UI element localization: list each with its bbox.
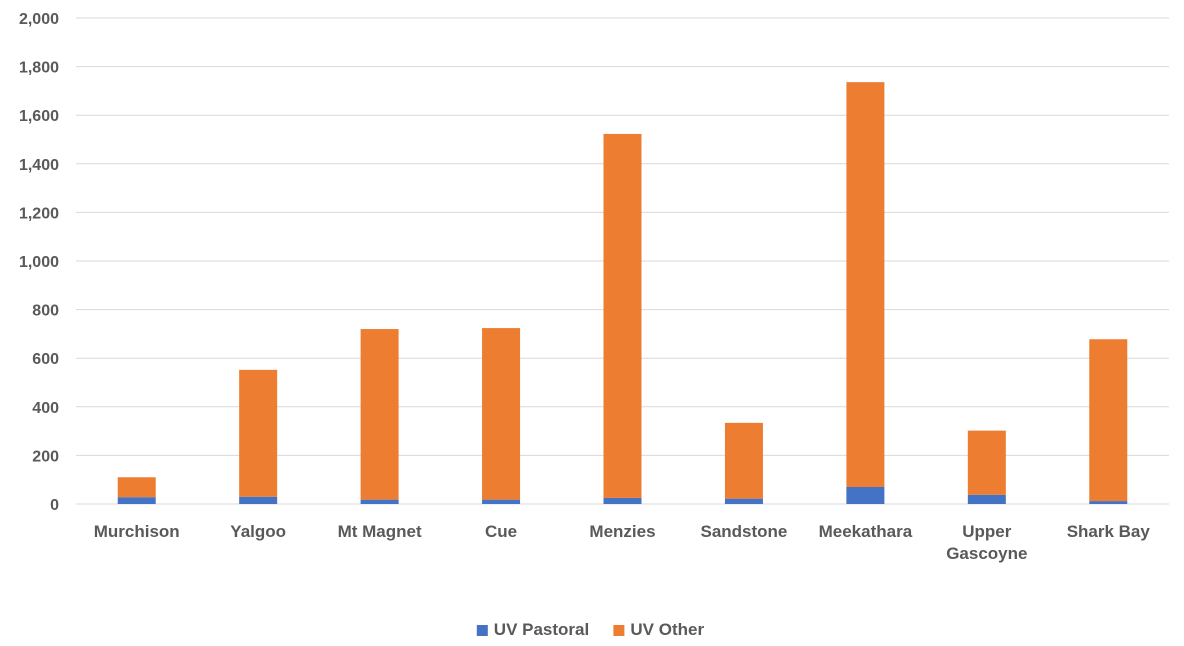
x-tick-label: Menzies [589,522,655,541]
legend: UV Pastoral UV Other [476,620,704,639]
bar-uv-other-upper-gascoyne [967,430,1006,495]
x-tick-label: Cue [485,522,517,541]
x-tick-label: Murchison [94,522,180,541]
y-tick-label: 1,800 [19,60,59,77]
y-tick-label: 1,200 [19,205,59,222]
y-tick-label: 1,000 [19,254,59,271]
bar-uv-other-menzies [603,133,642,498]
bar-uv-other-mt-magnet [360,329,399,500]
legend-label: UV Pastoral [494,620,589,639]
y-tick-label: 400 [32,400,59,417]
x-tick-label: Upper Gascoyne [946,522,1027,563]
bar-uv-pastoral-murchison [117,497,156,504]
y-tick-label: 600 [32,351,59,368]
x-tick-label: Meekathara [819,522,913,541]
y-tick-label: 2,000 [19,11,59,28]
bar-uv-pastoral-sandstone [724,498,763,504]
bar-uv-other-meekathara [846,82,885,487]
bars [117,82,1128,504]
bar-uv-pastoral-cue [482,499,521,504]
y-tick-label: 200 [32,448,59,465]
y-tick-label: 0 [50,497,59,514]
bar-uv-other-sandstone [724,422,763,499]
bar-uv-pastoral-yalgoo [239,496,278,504]
x-tick-label: Sandstone [700,522,787,541]
y-tick-label: 1,600 [19,108,59,125]
bar-uv-pastoral-meekathara [846,486,885,504]
x-axis-ticks: Murchison Yalgoo Mt Magnet Cue Menzies Sandst… [94,522,1151,563]
legend-swatch-uv-other [613,625,625,636]
legend-swatch-uv-pastoral [476,625,488,636]
y-tick-label: 800 [32,303,59,320]
legend-label: UV Other [630,620,704,639]
bar-uv-pastoral-shark-bay [1089,501,1128,504]
bar-uv-other-shark-bay [1089,339,1128,502]
bar-uv-other-murchison [117,477,156,498]
x-tick-label: Mt Magnet [338,522,422,541]
bar-uv-pastoral-upper-gascoyne [967,494,1006,504]
bar-uv-other-cue [482,328,521,500]
bar-uv-pastoral-mt-magnet [360,499,399,504]
x-tick-label: Shark Bay [1067,522,1151,541]
bar-uv-pastoral-menzies [603,497,642,504]
y-tick-label: 1,400 [19,157,59,174]
y-axis-ticks: 0 200 400 600 800 1,000 1,200 1,400 1,600 1,800 2,… [19,11,59,514]
x-tick-label: Yalgoo [230,522,286,541]
bar-uv-other-yalgoo [239,369,278,497]
